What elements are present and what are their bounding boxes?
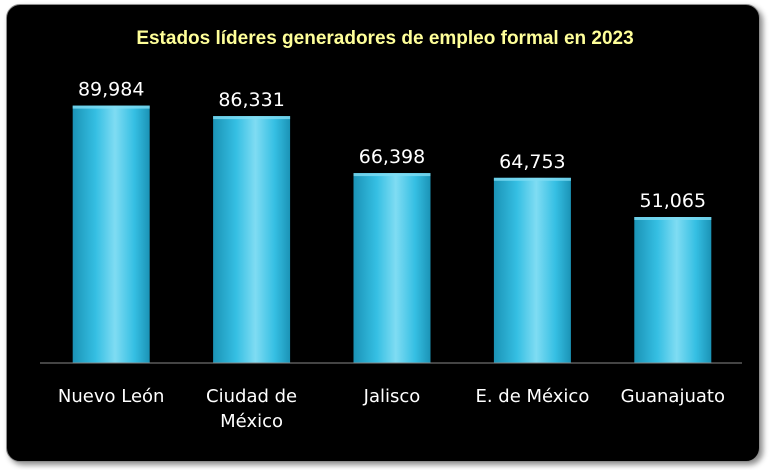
category-label-1: Ciudad de México [206, 386, 297, 432]
value-label-2: 66,398 [359, 146, 425, 168]
value-label-1: 86,331 [218, 89, 284, 111]
bars-layer [72, 105, 712, 363]
category-label-0: Nuevo León [58, 386, 165, 407]
category-label-4: Guanajuato [621, 386, 725, 407]
category-label-line: México [220, 411, 283, 432]
bar-top-highlight-3 [493, 177, 571, 181]
bar-top-highlight-2 [353, 173, 431, 177]
bar-top-highlight-4 [634, 217, 712, 220]
bar-4 [634, 217, 712, 363]
bar-2 [353, 173, 431, 363]
value-label-0: 89,984 [78, 79, 144, 101]
category-label-line: Ciudad de [206, 386, 297, 407]
category-label-line: Nuevo León [58, 386, 165, 407]
value-label-4: 51,065 [640, 190, 706, 212]
bar-3 [493, 177, 571, 363]
category-label-line: E. de México [475, 386, 589, 407]
category-label-2: Jalisco [363, 386, 421, 407]
category-label-3: E. de México [475, 386, 589, 407]
chart-title: Estados líderes generadores de empleo fo… [136, 28, 633, 49]
bar-1 [213, 116, 291, 363]
category-label-line: Jalisco [363, 386, 421, 407]
value-label-3: 64,753 [499, 151, 565, 173]
labels-layer: 89,984 Nuevo León 86,331 Ciudad de México 66,… [58, 79, 725, 432]
bar-top-highlight-0 [72, 105, 150, 109]
bar-0 [72, 105, 150, 363]
bar-top-highlight-1 [213, 116, 291, 120]
category-label-line: Guanajuato [621, 386, 725, 407]
